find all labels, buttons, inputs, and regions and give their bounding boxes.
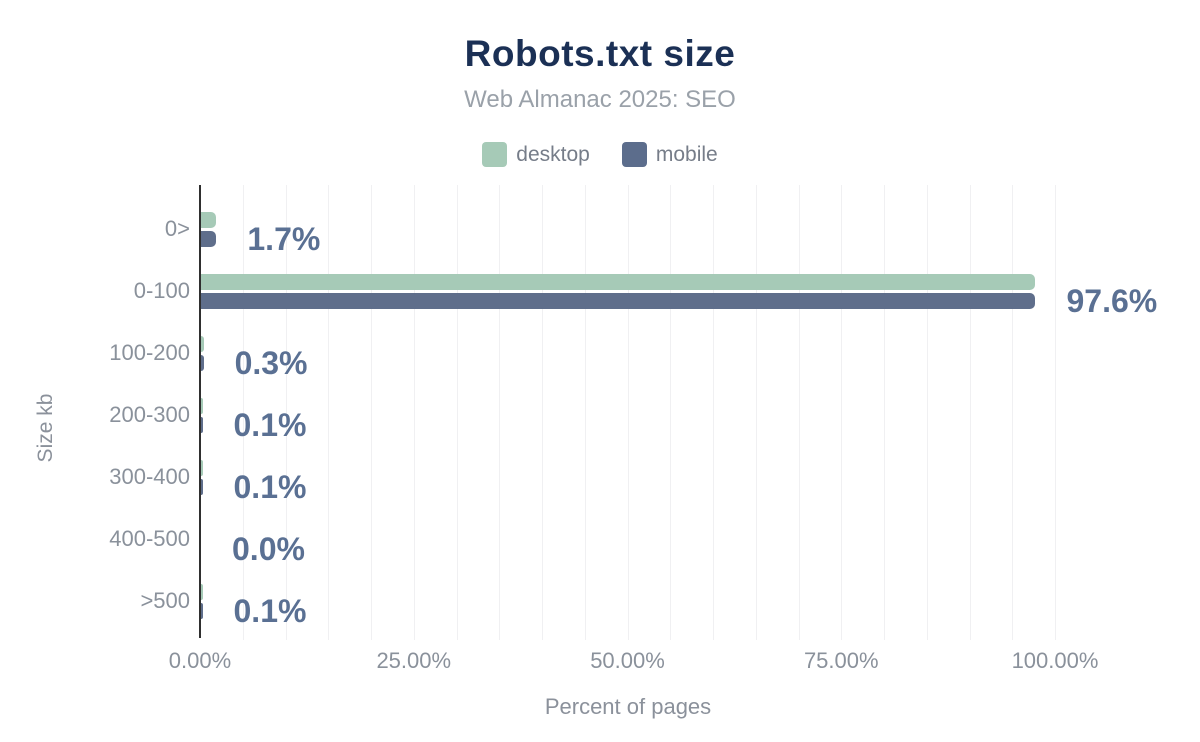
x-axis-title: Percent of pages (544, 694, 712, 719)
y-axis-line (199, 185, 201, 638)
value-label: 0.1% (233, 468, 307, 505)
chart-subtitle: Web Almanac 2025: SEO (464, 86, 736, 113)
gridline (884, 185, 885, 640)
y-axis-title: Size kb (34, 393, 57, 463)
value-label: 0.3% (234, 344, 308, 381)
mobile-bar (201, 354, 204, 371)
gridline (969, 185, 971, 640)
desktop-bar (201, 211, 217, 228)
gridline (542, 185, 543, 640)
category-label: 100-200 (109, 340, 190, 365)
mobile-bar (201, 292, 1036, 309)
mobile-bar (201, 602, 203, 619)
gridline (371, 185, 372, 640)
desktop-bar (201, 459, 203, 476)
chart-title: Robots.txt size (464, 33, 736, 74)
gridline (584, 185, 586, 640)
gridline (1055, 185, 1056, 640)
mobile-bar (201, 230, 216, 247)
gridline (627, 185, 629, 640)
gridline (456, 185, 458, 640)
mobile-swatch-icon (621, 142, 647, 167)
legend: desktop mobile (0, 142, 1200, 167)
gridline (841, 185, 843, 640)
desktop-swatch-icon (482, 142, 508, 167)
desktop-bar (201, 397, 203, 414)
mobile-bar (201, 478, 203, 495)
category-label: 0-100 (133, 278, 190, 303)
legend-item-mobile: mobile (621, 142, 718, 167)
legend-item-desktop: desktop (482, 142, 590, 167)
x-tick-label: 100.00% (1011, 648, 1099, 673)
gridline (413, 185, 415, 640)
gridline (798, 185, 800, 640)
value-label: 1.7% (247, 220, 321, 257)
gridline (670, 185, 672, 640)
gridline (242, 185, 244, 640)
gridline (1012, 185, 1014, 640)
x-tick-label: 25.00% (376, 648, 452, 673)
desktop-bar (201, 335, 204, 352)
desktop-bar (201, 583, 203, 600)
legend-label-desktop: desktop (516, 142, 590, 166)
gridline (713, 185, 714, 640)
value-label: 0.1% (233, 406, 307, 443)
desktop-bar (201, 273, 1035, 290)
category-label: >500 (140, 588, 190, 613)
category-label: 0> (164, 216, 190, 241)
gridline (499, 185, 501, 640)
gridline (328, 185, 330, 640)
legend-label-mobile: mobile (655, 142, 718, 166)
x-tick-label: 75.00% (803, 648, 879, 673)
category-label: 400-500 (109, 526, 190, 551)
value-label: 0.1% (233, 592, 307, 629)
gridline (926, 185, 928, 640)
mobile-bar (201, 416, 203, 433)
x-tick-label: 0.00% (168, 648, 232, 673)
gridline (755, 185, 757, 640)
category-label: 200-300 (109, 402, 190, 427)
category-label: 300-400 (109, 464, 190, 489)
x-tick-label: 50.00% (590, 648, 665, 673)
gridline (285, 185, 287, 640)
value-label: 0.0% (232, 530, 305, 567)
value-label: 97.6% (1066, 282, 1158, 319)
